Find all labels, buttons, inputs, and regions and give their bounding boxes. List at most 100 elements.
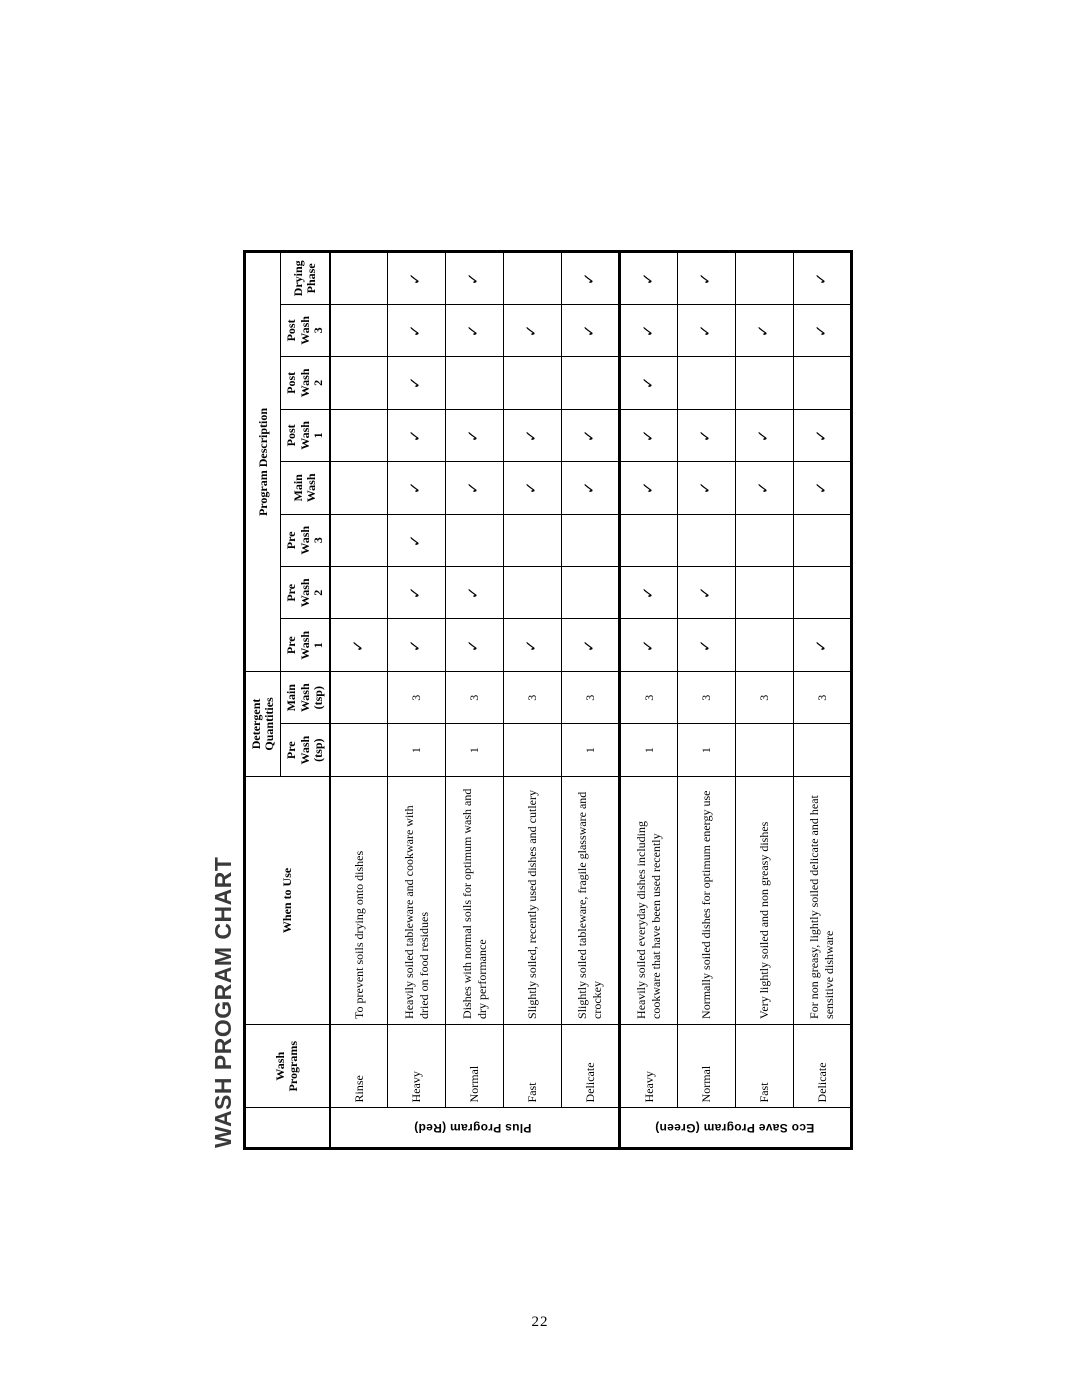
check-icon: ✓ (642, 324, 657, 337)
check-icon: ✓ (815, 324, 830, 337)
step-post2 (504, 357, 562, 409)
when-to-use: Slightly soiled, recently used dishes an… (504, 776, 562, 1024)
step-pre2: ✓ (678, 567, 736, 619)
check-icon: ✓ (699, 272, 714, 285)
check-icon: ✓ (467, 429, 482, 442)
step-pre1 (736, 619, 794, 671)
when-to-use: Heavily soiled everyday dishes including… (620, 776, 678, 1024)
step-pre3 (736, 514, 794, 566)
step-post3: ✓ (388, 304, 446, 356)
table-row: Eco Save Program (Green)HeavyHeavily soi… (620, 252, 678, 1149)
check-icon: ✓ (815, 639, 830, 652)
step-post3: ✓ (794, 304, 852, 356)
check-icon: ✓ (699, 586, 714, 599)
check-icon: ✓ (467, 324, 482, 337)
t: 1 (311, 642, 325, 648)
pre-wash-tsp: 1 (562, 724, 620, 776)
pre-wash-tsp (736, 724, 794, 776)
table-row: DelicateSlightly soiled tableware, fragi… (562, 252, 620, 1149)
t: 1 (311, 432, 325, 438)
t: Wash (298, 578, 312, 607)
col-detergent: Detergent Quantities (245, 671, 281, 776)
pre-wash-tsp (794, 724, 852, 776)
check-icon: ✓ (525, 429, 540, 442)
check-icon: ✓ (757, 324, 772, 337)
when-to-use: Normally soiled dishes for optimum energ… (678, 776, 736, 1024)
t: Pre (284, 531, 298, 549)
step-post2 (446, 357, 504, 409)
check-icon: ✓ (757, 429, 772, 442)
main-wash-tsp: 3 (388, 671, 446, 723)
step-pre2 (504, 567, 562, 619)
program-name: Delicate (794, 1024, 852, 1107)
wash-program-table: Wash Programs When to Use Detergent Quan… (243, 250, 853, 1150)
check-icon: ✓ (409, 376, 424, 389)
step-post3: ✓ (504, 304, 562, 356)
step-main: ✓ (794, 462, 852, 514)
main-wash-tsp (330, 671, 388, 723)
when-to-use: Very lightly soiled and non greasy dishe… (736, 776, 794, 1024)
step-post1 (330, 409, 388, 461)
t: 2 (311, 380, 325, 386)
pre-wash-tsp: 1 (678, 724, 736, 776)
rotated-chart-container: WASH PROGRAM CHART Wash Programs (210, 250, 870, 1150)
col-when-to-use: When to Use (245, 776, 330, 1024)
step-post2 (736, 357, 794, 409)
step-dry (736, 252, 794, 305)
program-name: Heavy (620, 1024, 678, 1107)
t: Wash (298, 683, 312, 712)
step-post3: ✓ (620, 304, 678, 356)
check-icon: ✓ (583, 639, 598, 652)
step-pre3 (620, 514, 678, 566)
step-pre1: ✓ (504, 619, 562, 671)
step-pre1: ✓ (446, 619, 504, 671)
when-to-use: Heavily soiled tableware and cookware wi… (388, 776, 446, 1024)
check-icon: ✓ (699, 639, 714, 652)
pre-wash-tsp: 1 (446, 724, 504, 776)
col-post1: Post Wash 1 (281, 409, 330, 461)
hdr-wash-l1: Wash (273, 1052, 287, 1081)
check-icon: ✓ (467, 586, 482, 599)
table-row: HeavyHeavily soiled tableware and cookwa… (388, 252, 446, 1149)
main-wash-tsp: 3 (736, 671, 794, 723)
check-icon: ✓ (642, 481, 657, 494)
check-icon: ✓ (583, 429, 598, 442)
step-pre2: ✓ (446, 567, 504, 619)
step-post1: ✓ (504, 409, 562, 461)
t: Wash (304, 473, 318, 502)
step-pre1: ✓ (388, 619, 446, 671)
check-icon: ✓ (409, 272, 424, 285)
t: Pre (284, 636, 298, 654)
step-pre3 (794, 514, 852, 566)
check-icon: ✓ (409, 481, 424, 494)
step-main: ✓ (678, 462, 736, 514)
group-label-text: Eco Save Program (Green) (655, 1121, 814, 1135)
col-wash-programs: Wash Programs (245, 1024, 330, 1107)
step-pre3 (678, 514, 736, 566)
t: 3 (311, 327, 325, 333)
t: (tsp) (311, 739, 325, 762)
step-post2 (794, 357, 852, 409)
check-icon: ✓ (525, 324, 540, 337)
step-dry (504, 252, 562, 305)
t: Post (284, 319, 298, 341)
main-wash-tsp: 3 (504, 671, 562, 723)
when-to-use: To prevent soils drying onto dishes (330, 776, 388, 1024)
t: Drying (291, 260, 305, 296)
table-row: NormalDishes with normal soils for optim… (446, 252, 504, 1149)
t: Main (291, 474, 305, 501)
check-icon: ✓ (467, 481, 482, 494)
step-post2 (330, 357, 388, 409)
program-name: Fast (736, 1024, 794, 1107)
t: Wash (298, 316, 312, 345)
col-pre1: Pre Wash 1 (281, 619, 330, 671)
program-name: Fast (504, 1024, 562, 1107)
program-name: Heavy (388, 1024, 446, 1107)
step-post3: ✓ (678, 304, 736, 356)
check-icon: ✓ (699, 324, 714, 337)
t: Wash (298, 369, 312, 398)
check-icon: ✓ (815, 481, 830, 494)
step-post1: ✓ (562, 409, 620, 461)
col-program-description: Program Description (245, 252, 281, 672)
check-icon: ✓ (642, 272, 657, 285)
